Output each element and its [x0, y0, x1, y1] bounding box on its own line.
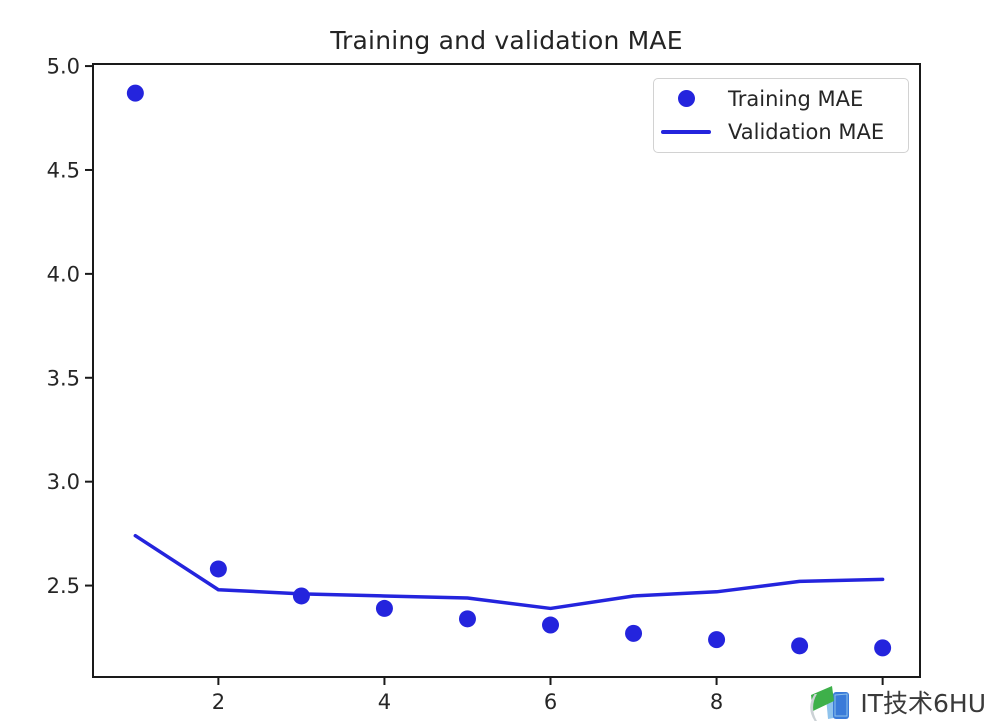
x-tick-label: 8	[710, 690, 723, 714]
y-tick-label: 3.0	[47, 470, 80, 494]
training-mae-dot	[625, 624, 643, 642]
training-mae-dot	[375, 599, 393, 617]
x-tick-label: 6	[544, 690, 557, 714]
legend-item-training: Training MAE	[654, 83, 908, 115]
validation-mae-line	[133, 533, 885, 611]
y-tick-label: 5.0	[47, 55, 80, 79]
watermark-logo-icon	[811, 685, 850, 719]
legend-label-validation: Validation MAE	[728, 120, 885, 145]
legend-item-validation: Validation MAE	[654, 116, 908, 148]
legend-marker-cell	[654, 90, 718, 108]
paren-glyph: (	[807, 689, 820, 725]
legend-marker-cell	[654, 130, 718, 135]
validation-line-marker-icon	[661, 130, 711, 135]
training-mae-dots	[126, 84, 892, 657]
legend-label-training: Training MAE	[728, 86, 864, 111]
training-mae-dot	[292, 587, 310, 605]
training-mae-dot	[791, 637, 809, 655]
x-axis-ticks: 2 4 6 8	[212, 677, 884, 714]
watermark-text: IT技术6HU	[860, 689, 986, 718]
training-mae-dot	[874, 639, 892, 657]
training-mae-dot	[542, 616, 560, 634]
y-tick-label: 4.0	[47, 262, 80, 286]
training-dot-marker-icon	[677, 90, 695, 108]
chart-title: Training and validation MAE	[330, 26, 683, 55]
training-mae-dot	[209, 560, 227, 578]
training-mae-dot	[126, 84, 144, 102]
axes-frame	[92, 63, 921, 678]
legend: Training MAE Validation MAE	[653, 78, 909, 153]
y-tick-label: 4.5	[47, 158, 80, 182]
training-mae-dot	[458, 610, 476, 628]
x-tick-label: 2	[212, 690, 225, 714]
watermark: ( IT技术6HU	[807, 682, 986, 725]
x-tick-label: 4	[378, 690, 391, 714]
y-axis-ticks: 2.5 3.0 3.5 4.0 4.5 5.0	[47, 55, 93, 598]
y-tick-label: 2.5	[47, 574, 80, 598]
training-mae-dot	[708, 631, 726, 649]
y-tick-label: 3.5	[47, 366, 80, 390]
